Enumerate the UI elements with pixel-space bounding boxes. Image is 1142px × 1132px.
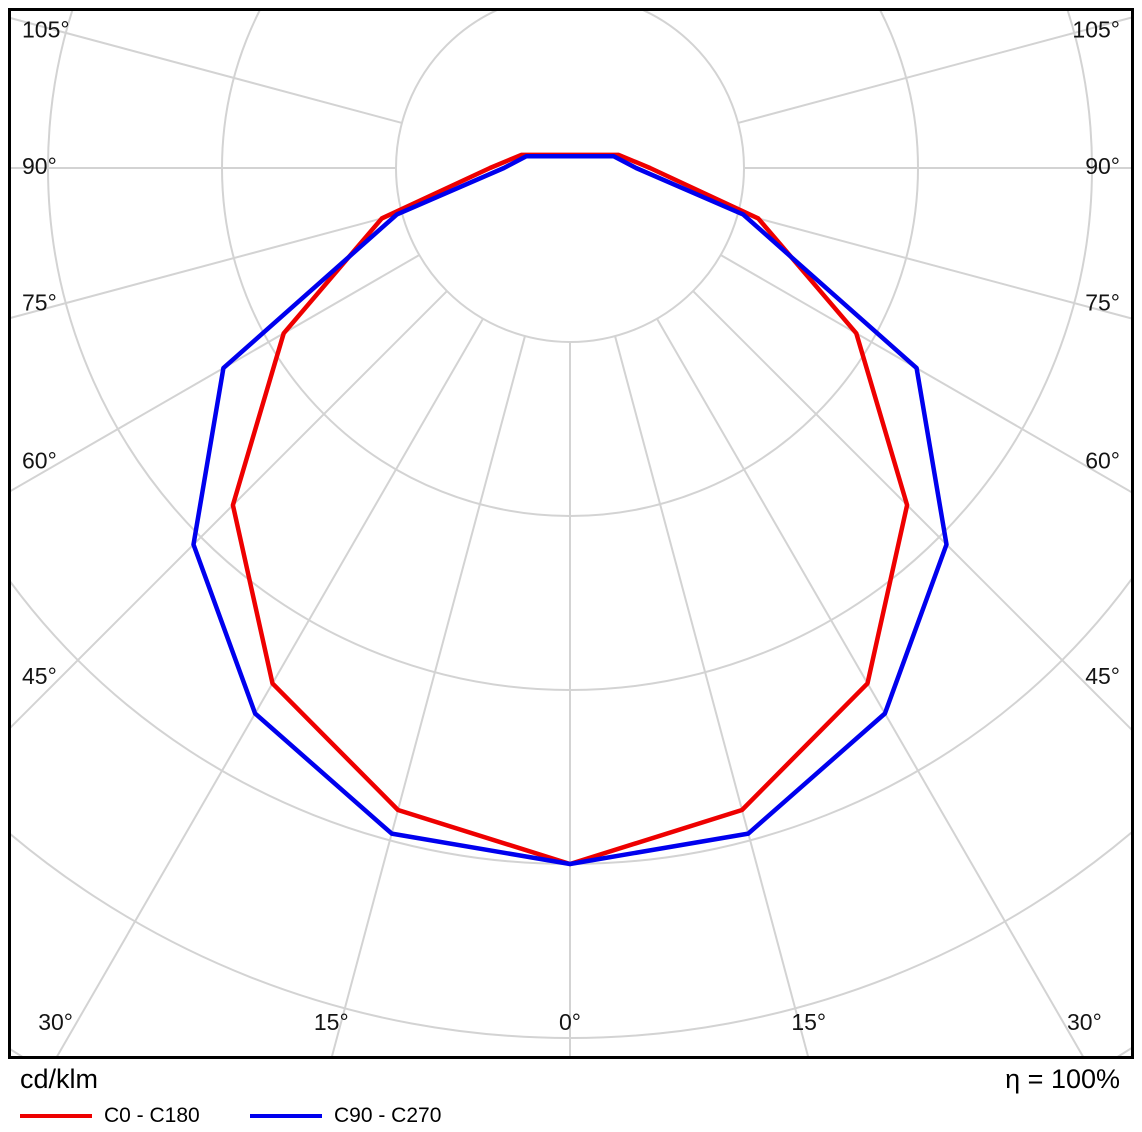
angle-label: 45° bbox=[1085, 663, 1120, 689]
angle-label: 30° bbox=[38, 1009, 73, 1035]
angle-label: 30° bbox=[1067, 1009, 1102, 1035]
angle-label: 75° bbox=[22, 290, 57, 316]
angle-label: 75° bbox=[1085, 290, 1120, 316]
curve-c90-c270 bbox=[191, 154, 949, 867]
chart-footer: cd/klm η = 100% C0 - C180 C90 - C270 bbox=[0, 1062, 1142, 1132]
legend: C0 - C180 C90 - C270 bbox=[0, 1095, 1142, 1128]
polar-grid bbox=[11, 11, 1131, 1056]
grid-radial-line bbox=[656, 318, 1084, 1056]
grid-radial-line bbox=[692, 290, 1131, 731]
angle-label: 45° bbox=[22, 663, 57, 689]
angle-label: 15° bbox=[791, 1009, 826, 1035]
angle-label: 60° bbox=[1085, 448, 1120, 474]
grid-radial-line bbox=[11, 17, 403, 124]
grid-radial-line bbox=[737, 16, 1131, 124]
legend-item-c90-c270: C90 - C270 bbox=[250, 1104, 480, 1128]
grid-radial-line bbox=[11, 254, 420, 492]
angle-label: 15° bbox=[314, 1009, 349, 1035]
angle-label: 90° bbox=[1085, 153, 1120, 179]
footer-row: cd/klm η = 100% bbox=[0, 1062, 1142, 1095]
legend-label-c0-c180: C0 - C180 bbox=[104, 1104, 200, 1127]
angle-label: 105° bbox=[22, 16, 70, 42]
grid-radial-line bbox=[11, 290, 448, 729]
angle-label: 60° bbox=[22, 448, 57, 474]
legend-line-red bbox=[20, 1114, 92, 1118]
legend-line-blue bbox=[250, 1114, 322, 1118]
grid-radial-line bbox=[614, 335, 809, 1056]
unit-label: cd/klm bbox=[20, 1064, 99, 1094]
polar-chart: 45° 45° 60° 60° 75° 75° 90° 90° 105° 105° 0° 15° 15°… bbox=[8, 8, 1134, 1059]
angle-label: 90° bbox=[22, 153, 57, 179]
grid-radial-line bbox=[56, 318, 484, 1056]
grid-radial-line bbox=[11, 212, 403, 319]
grid-radial-line bbox=[331, 335, 526, 1056]
legend-item-c0-c180: C0 - C180 bbox=[20, 1104, 250, 1128]
polar-diagram-svg: 45° 45° 60° 60° 75° 75° 90° 90° 105° 105° 0° 15° 15°… bbox=[8, 8, 1134, 1059]
angle-label: 105° bbox=[1072, 16, 1120, 42]
efficiency-label: η = 100% bbox=[1005, 1064, 1120, 1094]
curve-c0-c180 bbox=[230, 152, 910, 867]
grid-radial-line bbox=[720, 254, 1131, 494]
angle-label: 0° bbox=[559, 1009, 581, 1035]
grid-radial-line bbox=[737, 212, 1131, 320]
curves bbox=[191, 152, 949, 867]
legend-label-c90-c270: C90 - C270 bbox=[334, 1104, 442, 1127]
